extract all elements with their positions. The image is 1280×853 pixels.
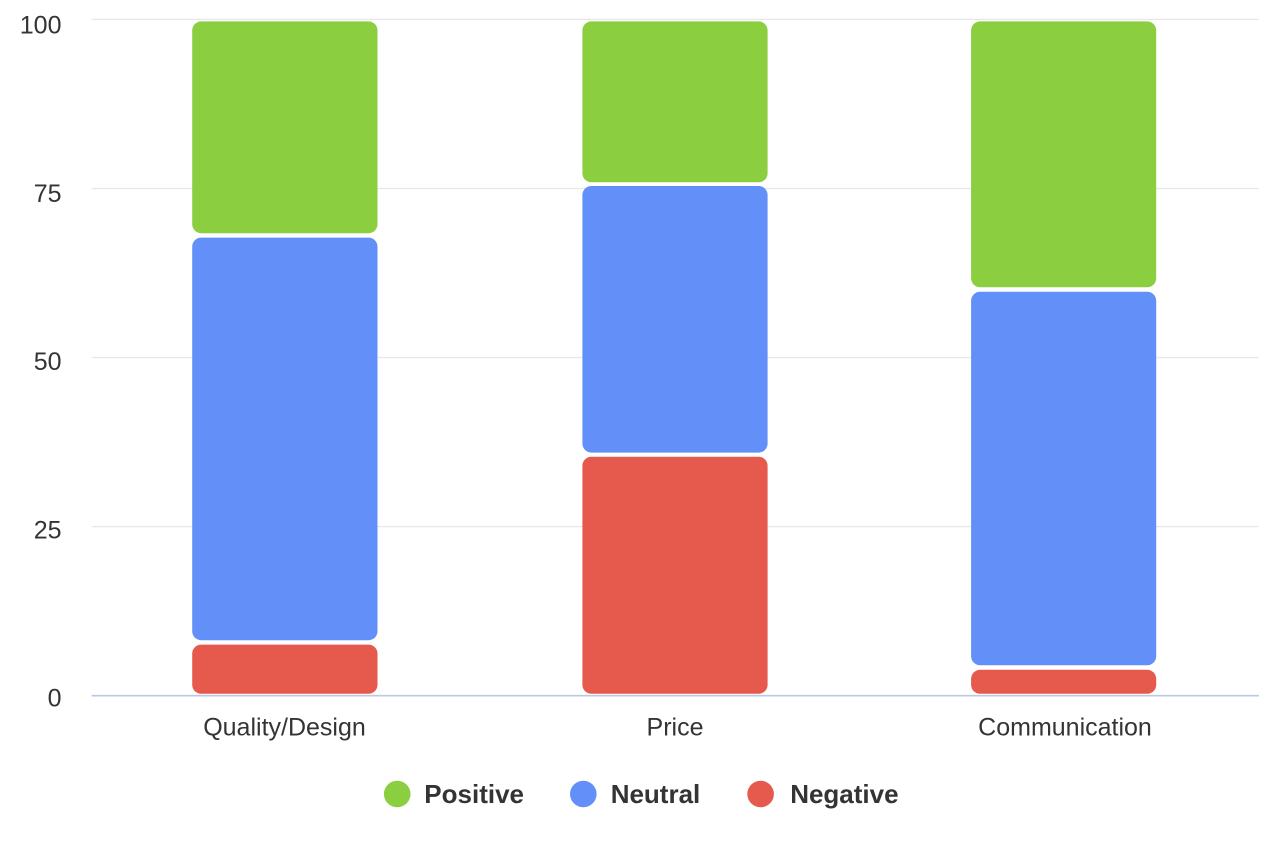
- svg-text:100: 100: [20, 12, 62, 40]
- svg-text:Negative: Negative: [790, 779, 898, 809]
- svg-text:0: 0: [48, 685, 62, 713]
- svg-text:Price: Price: [647, 714, 704, 742]
- svg-text:25: 25: [34, 517, 62, 545]
- svg-text:Quality/Design: Quality/Design: [203, 714, 366, 742]
- svg-text:Positive: Positive: [424, 779, 524, 809]
- svg-text:75: 75: [34, 180, 62, 208]
- svg-text:Communication: Communication: [978, 714, 1152, 742]
- svg-text:50: 50: [34, 348, 62, 376]
- svg-text:Neutral: Neutral: [611, 779, 701, 809]
